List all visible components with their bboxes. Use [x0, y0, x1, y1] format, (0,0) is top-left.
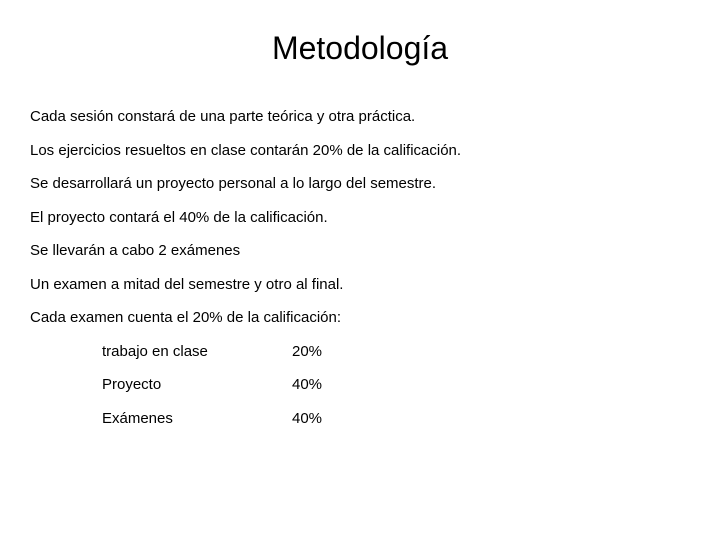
paragraph: Los ejercicios resueltos en clase contar…	[30, 141, 690, 161]
slide-body: Cada sesión constará de una parte teóric…	[30, 107, 690, 428]
slide-title: Metodología	[30, 30, 690, 67]
paragraph: Se desarrollará un proyecto personal a l…	[30, 174, 690, 194]
breakdown-label: Exámenes	[102, 409, 292, 429]
paragraph: Un examen a mitad del semestre y otro al…	[30, 275, 690, 295]
breakdown-row: Exámenes 40%	[102, 409, 690, 429]
breakdown-label: trabajo en clase	[102, 342, 292, 362]
breakdown-row: trabajo en clase 20%	[102, 342, 690, 362]
breakdown-value: 20%	[292, 342, 372, 362]
paragraph: El proyecto contará el 40% de la calific…	[30, 208, 690, 228]
paragraph: Cada sesión constará de una parte teóric…	[30, 107, 690, 127]
paragraph: Se llevarán a cabo 2 exámenes	[30, 241, 690, 261]
breakdown-row: Proyecto 40%	[102, 375, 690, 395]
paragraph: Cada examen cuenta el 20% de la califica…	[30, 308, 690, 328]
slide: Metodología Cada sesión constará de una …	[0, 0, 720, 540]
breakdown-value: 40%	[292, 375, 372, 395]
breakdown-value: 40%	[292, 409, 372, 429]
grade-breakdown: trabajo en clase 20% Proyecto 40% Exámen…	[102, 342, 690, 429]
breakdown-label: Proyecto	[102, 375, 292, 395]
